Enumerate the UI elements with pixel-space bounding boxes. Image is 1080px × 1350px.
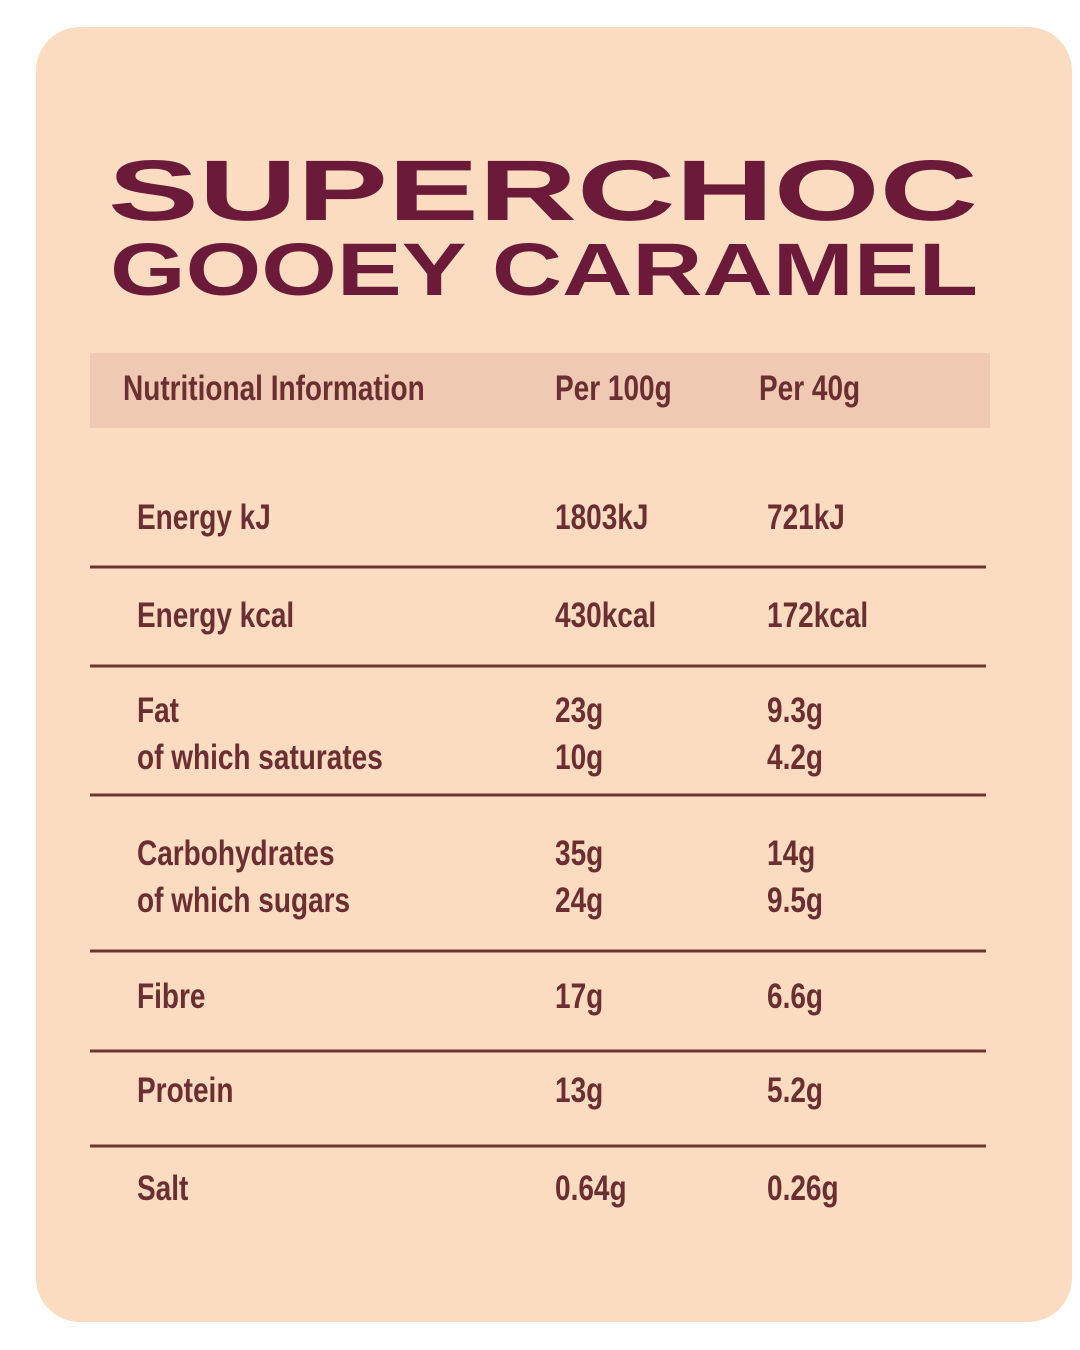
row-label: Energy kJ [137,497,271,537]
row-value: 4.2g [767,737,823,777]
header-bar [90,353,990,428]
row-value: 13g [555,1070,603,1110]
row-value: 10g [555,737,603,777]
header-cell: Per 40g [759,368,860,408]
row-label: of which saturates [137,737,383,777]
row-value: 9.3g [767,690,823,730]
row-label: Fibre [137,976,205,1016]
row-value: 0.26g [767,1168,839,1208]
card [36,27,1072,1322]
row-value: 23g [555,690,603,730]
row-label: Energy kcal [137,595,294,635]
row-label: Fat [137,690,179,730]
row-value: 430kcal [555,595,656,635]
row-value: 0.64g [555,1168,627,1208]
row-label: Salt [137,1168,189,1208]
row-value: 17g [555,976,603,1016]
row-value: 35g [555,833,603,873]
header-cell: Per 100g [555,368,672,408]
title-line: GOOEY CARAMEL [110,228,978,311]
row-value: 721kJ [767,497,845,537]
row-label: Carbohydrates [137,833,335,873]
row-value: 9.5g [767,880,823,920]
row-value: 1803kJ [555,497,648,537]
row-value: 14g [767,833,815,873]
row-value: 5.2g [767,1070,823,1110]
header-cell: Nutritional Information [123,368,425,408]
row-value: 172kcal [767,595,868,635]
title-line: SUPERCHOC [108,143,978,239]
row-value: 24g [555,880,603,920]
row-label: Protein [137,1070,233,1110]
row-value: 6.6g [767,976,823,1016]
row-label: of which sugars [137,880,350,920]
